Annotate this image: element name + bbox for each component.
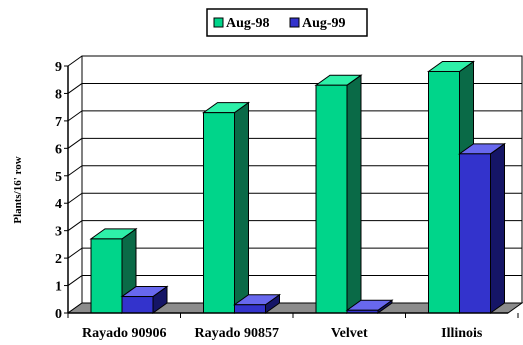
bar bbox=[201, 101, 251, 314]
y-axis-label: Plants/16' row bbox=[12, 156, 24, 223]
gridline-diagonal bbox=[67, 247, 83, 259]
bar bbox=[314, 74, 363, 314]
legend-swatch bbox=[213, 17, 224, 28]
legend-label: Aug-98 bbox=[226, 16, 270, 31]
bar bbox=[345, 299, 394, 314]
bar-front bbox=[459, 153, 491, 314]
bar-front bbox=[234, 304, 266, 314]
y-tick-label: 1 bbox=[55, 280, 62, 295]
x-tick-label: Illinois bbox=[441, 326, 483, 341]
y-tick-label: 5 bbox=[55, 170, 62, 185]
axes-layer: 0 1 2 3 4 5 6 7 8 9 Rayado 90906 Rayado 90857 Velvet… bbox=[55, 60, 519, 341]
legend-swatch bbox=[289, 17, 300, 28]
y-tick-label: 2 bbox=[55, 252, 62, 267]
y-tick-label: 3 bbox=[55, 225, 62, 240]
bar-front bbox=[315, 84, 348, 314]
gridline-diagonal bbox=[67, 110, 83, 122]
legend-label: Aug-99 bbox=[302, 16, 346, 31]
legend-box bbox=[206, 8, 368, 37]
bar-front bbox=[121, 296, 154, 314]
y-tick-label: 6 bbox=[55, 142, 62, 157]
bar bbox=[457, 142, 507, 314]
y-tick-label: 8 bbox=[55, 87, 62, 102]
bar-front bbox=[90, 238, 123, 314]
y-tick-label: 4 bbox=[55, 197, 62, 212]
y-tick-label: 7 bbox=[55, 115, 62, 130]
gridline-diagonal bbox=[67, 275, 83, 286]
gridline-diagonal bbox=[67, 192, 83, 204]
bar bbox=[120, 285, 169, 314]
bar-side bbox=[490, 142, 505, 314]
bar-side bbox=[234, 101, 249, 314]
bar-side bbox=[346, 74, 362, 314]
bars-layer bbox=[89, 60, 507, 314]
gridline-diagonal bbox=[67, 165, 83, 177]
bar-front bbox=[428, 70, 460, 314]
x-tick-label: Rayado 90906 bbox=[82, 326, 166, 341]
x-tick-label: Velvet bbox=[331, 326, 368, 341]
gridline-diagonal bbox=[67, 137, 83, 149]
x-tick-label: Rayado 90857 bbox=[195, 326, 279, 341]
bar-front bbox=[203, 112, 235, 314]
gridline-diagonal bbox=[67, 220, 83, 232]
legend: Aug-98 Aug-99 bbox=[206, 8, 368, 37]
y-tick-label: 0 bbox=[55, 307, 62, 322]
gridline-diagonal bbox=[67, 55, 83, 67]
gridline-diagonal bbox=[67, 83, 83, 94]
y-tick-label: 9 bbox=[55, 60, 62, 75]
